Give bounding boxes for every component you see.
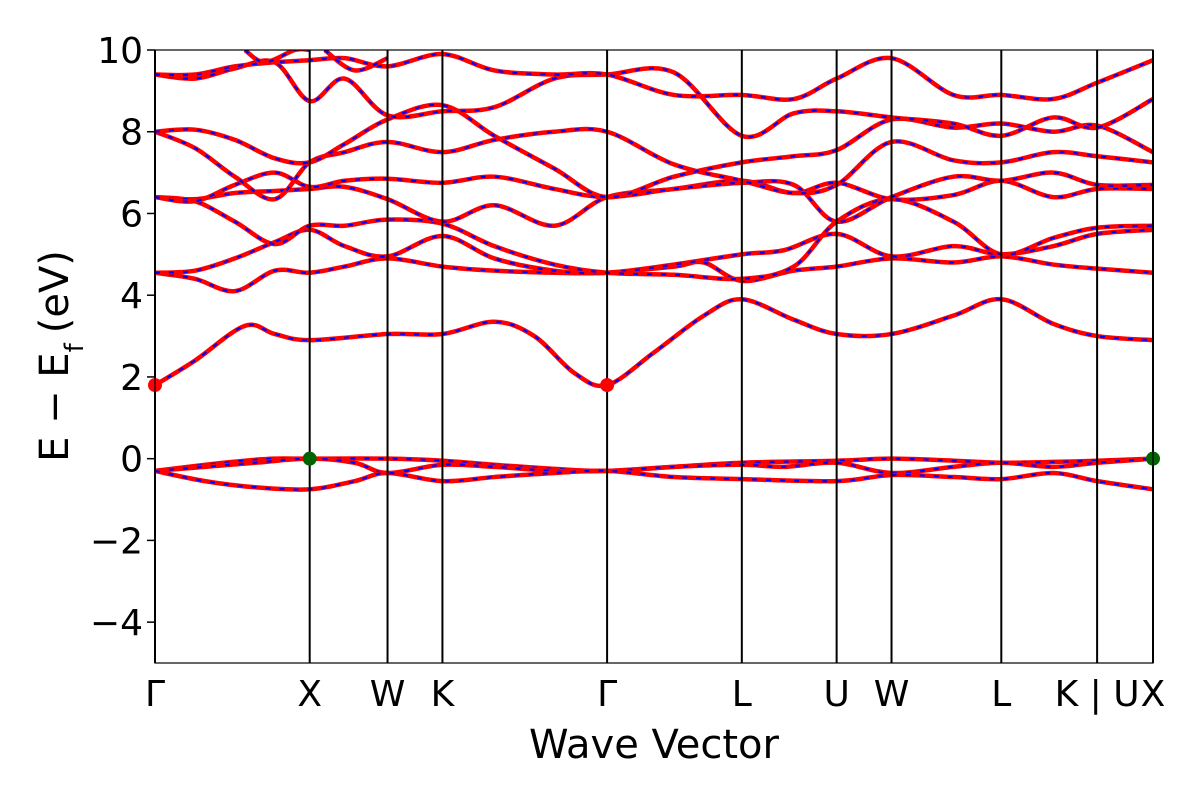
y-tick-label-2: 0 [120,440,143,481]
band-line-spin-down-4 [155,255,1153,293]
band-line-spin-down-8 [155,171,1153,223]
y-axis-label-main: E − E [32,352,78,462]
band-line-spin-down-1 [155,457,1153,475]
y-axis-label: E − Ef (eV) [32,250,90,462]
y-tick-label-7: 10 [97,31,143,72]
y-axis-label-subscript: f [60,342,90,352]
x-tick-label-3: K [431,674,456,715]
band-line-spin-up-14 [323,50,389,73]
x-tick-label-7: W [874,674,910,715]
plot-frame [154,49,1154,664]
x-axis-label: Wave Vector [529,722,780,768]
x-tick-label-4: Γ [597,674,617,715]
band-line-spin-up-3 [155,297,1153,389]
x-tick-label-1: X [297,674,322,715]
band-line-spin-up-2 [155,468,1153,492]
y-tick-label-4: 4 [120,276,143,317]
vbm-marker-2 [302,451,317,466]
band-line-spin-up-13 [243,50,310,65]
cbm-marker-1 [600,378,615,393]
band-line-spin-up-6 [155,194,1153,282]
kpoint-lines [154,50,1154,663]
x-tick-label-2: W [370,674,406,715]
band-line-spin-up-5 [155,227,1153,276]
band-edge-markers [148,378,1160,466]
band-line-spin-down-9 [155,127,1153,201]
band-line-spin-down-3 [155,298,1153,387]
band-line-spin-up-10 [155,102,1153,200]
x-tick-label-10: X [1141,674,1166,715]
x-tick-label-6: U [823,674,849,715]
band-lines [155,50,1153,492]
y-tick-label-1: −2 [90,521,143,562]
x-tick-label-0: Γ [145,674,165,715]
y-axis-label-unit: (eV) [32,250,78,333]
y-tick-label-3: 2 [120,358,143,399]
band-line-spin-up-12 [155,51,1153,102]
y-tick-label-5: 6 [120,194,143,235]
x-tick-label-8: L [991,674,1011,715]
y-tick-label-6: 8 [120,113,143,154]
y-axis-ticks: −4 −2 0 2 4 6 8 10 [90,31,155,644]
x-tick-label-5: L [732,674,752,715]
y-tick-label-0: −4 [90,603,143,644]
band-line-spin-down-12 [155,52,1153,101]
x-tick-label-9: K | U [1055,674,1140,715]
